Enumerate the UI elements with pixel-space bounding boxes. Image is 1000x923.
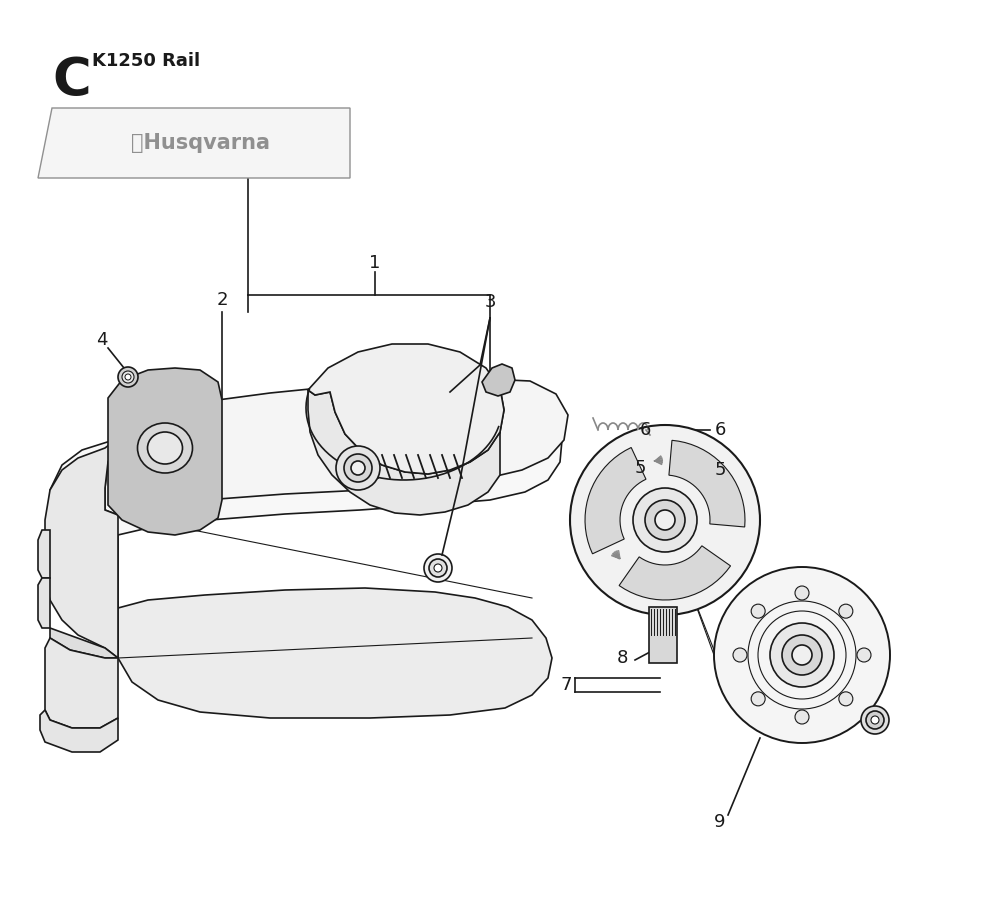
Ellipse shape <box>795 586 809 600</box>
Polygon shape <box>482 364 515 396</box>
Text: 6: 6 <box>715 421 726 439</box>
Ellipse shape <box>857 648 871 662</box>
Text: 4: 4 <box>96 331 108 349</box>
Text: 5: 5 <box>634 459 646 477</box>
Text: 5: 5 <box>715 461 726 479</box>
Polygon shape <box>50 628 118 658</box>
Circle shape <box>351 461 365 475</box>
Circle shape <box>792 645 812 665</box>
Polygon shape <box>50 406 562 555</box>
Ellipse shape <box>138 423 192 473</box>
Ellipse shape <box>751 605 765 618</box>
Circle shape <box>645 500 685 540</box>
Polygon shape <box>45 638 118 728</box>
Circle shape <box>861 706 889 734</box>
Polygon shape <box>585 448 646 554</box>
Circle shape <box>871 716 879 724</box>
Text: 3: 3 <box>484 293 496 311</box>
Ellipse shape <box>751 692 765 706</box>
Ellipse shape <box>733 648 747 662</box>
Ellipse shape <box>148 432 182 464</box>
Circle shape <box>125 374 131 380</box>
Polygon shape <box>105 378 568 515</box>
Circle shape <box>866 711 884 729</box>
Ellipse shape <box>839 692 853 706</box>
Polygon shape <box>619 545 731 600</box>
Polygon shape <box>669 440 745 527</box>
Text: K1250 Rail: K1250 Rail <box>92 52 200 70</box>
Circle shape <box>782 635 822 675</box>
Circle shape <box>344 454 372 482</box>
Circle shape <box>434 564 442 572</box>
Text: 1: 1 <box>369 254 381 272</box>
Ellipse shape <box>839 605 853 618</box>
Circle shape <box>570 425 760 615</box>
Text: 2: 2 <box>216 291 228 309</box>
Circle shape <box>424 554 452 582</box>
Polygon shape <box>40 710 118 752</box>
Circle shape <box>655 510 675 530</box>
Circle shape <box>122 371 134 383</box>
Circle shape <box>633 488 697 552</box>
Polygon shape <box>105 488 552 718</box>
Circle shape <box>336 446 380 490</box>
Text: 8: 8 <box>617 649 628 667</box>
Polygon shape <box>308 344 504 474</box>
Polygon shape <box>108 368 222 535</box>
Polygon shape <box>38 108 350 178</box>
Text: C: C <box>52 55 91 107</box>
Circle shape <box>770 623 834 687</box>
Text: 6: 6 <box>639 421 651 439</box>
Circle shape <box>118 367 138 387</box>
Bar <box>649 607 677 663</box>
Polygon shape <box>38 530 50 578</box>
Text: ⓗHusqvarna: ⓗHusqvarna <box>130 133 270 153</box>
Ellipse shape <box>795 710 809 724</box>
Polygon shape <box>45 438 118 658</box>
Text: 9: 9 <box>714 813 726 831</box>
Polygon shape <box>38 578 50 628</box>
Polygon shape <box>308 388 504 515</box>
Circle shape <box>429 559 447 577</box>
Circle shape <box>714 567 890 743</box>
Text: 7: 7 <box>560 676 572 694</box>
